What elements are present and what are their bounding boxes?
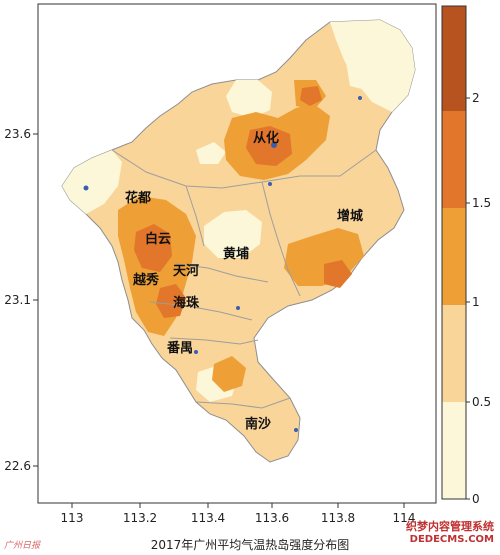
x-tick-113: 113 [61, 511, 84, 525]
colorbar-tick-1: 1 [472, 295, 480, 309]
district-huadu: 花都 [125, 190, 151, 206]
y-tick-22-6: 22.6 [4, 459, 31, 473]
colorbar-band-3 [442, 111, 466, 208]
x-tick-labels: 113 113.2 113.4 113.6 113.8 114 [61, 511, 416, 525]
district-nansha: 南沙 [245, 416, 271, 432]
y-tick-23-1: 23.1 [4, 293, 31, 307]
watermark-url: DEDECMS.COM [409, 534, 494, 545]
marker-c [194, 350, 198, 354]
colorbar-tick-0: 0 [472, 492, 480, 506]
colorbar: 2 1.5 1 0.5 0 [441, 5, 491, 506]
marker-west [83, 185, 89, 191]
x-tick-113-2: 113.2 [123, 511, 157, 525]
level3-zones [134, 86, 352, 318]
district-panyu: 番禺 [166, 340, 193, 356]
colorbar-band-1 [442, 305, 466, 402]
district-haizhu: 海珠 [173, 295, 200, 311]
district-labels: 从化 花都 增城 白云 黄埔 天河 越秀 海珠 番禺 南沙 [125, 130, 363, 432]
x-tick-113-6: 113.6 [255, 511, 289, 525]
district-yuexiu: 越秀 [132, 272, 160, 288]
marker-b [236, 306, 240, 310]
district-conghua: 从化 [253, 130, 279, 146]
colorbar-band-2 [442, 208, 466, 305]
y-tick-marks [33, 133, 38, 467]
district-tianhe: 天河 [173, 263, 199, 279]
watermark-title: 织梦内容管理系统 [406, 520, 494, 533]
district-baiyun: 白云 [145, 231, 171, 247]
colorbar-band-4 [442, 6, 466, 111]
watermark-right: 织梦内容管理系统 DEDECMS.COM [406, 520, 494, 546]
y-tick-labels: 23.6 23.1 22.6 [4, 127, 31, 473]
water-markers [83, 96, 362, 432]
x-tick-113-8: 113.8 [321, 511, 355, 525]
marker-d [294, 428, 298, 432]
x-tick-113-4: 113.4 [191, 511, 225, 525]
colorbar-tick-0-5: 0.5 [472, 395, 491, 409]
x-tick-114: 114 [393, 511, 416, 525]
district-zengcheng: 增城 [337, 208, 363, 224]
marker-e [358, 96, 362, 100]
y-tick-23-6: 23.6 [4, 127, 31, 141]
x-tick-marks [71, 503, 405, 508]
marker-a [268, 182, 272, 186]
map-caption: 2017年广州平均气温热岛强度分布图 [150, 538, 350, 552]
colorbar-tick-1-5: 1.5 [472, 196, 491, 210]
colorbar-band-0 [442, 402, 466, 499]
marker-conghua [271, 142, 277, 148]
district-huangpu: 黄埔 [223, 246, 249, 262]
watermark-left: 广州日报 [4, 541, 41, 551]
district-boundaries [111, 149, 377, 409]
colorbar-tick-2: 2 [472, 91, 480, 105]
colorbar-frame [441, 5, 467, 500]
